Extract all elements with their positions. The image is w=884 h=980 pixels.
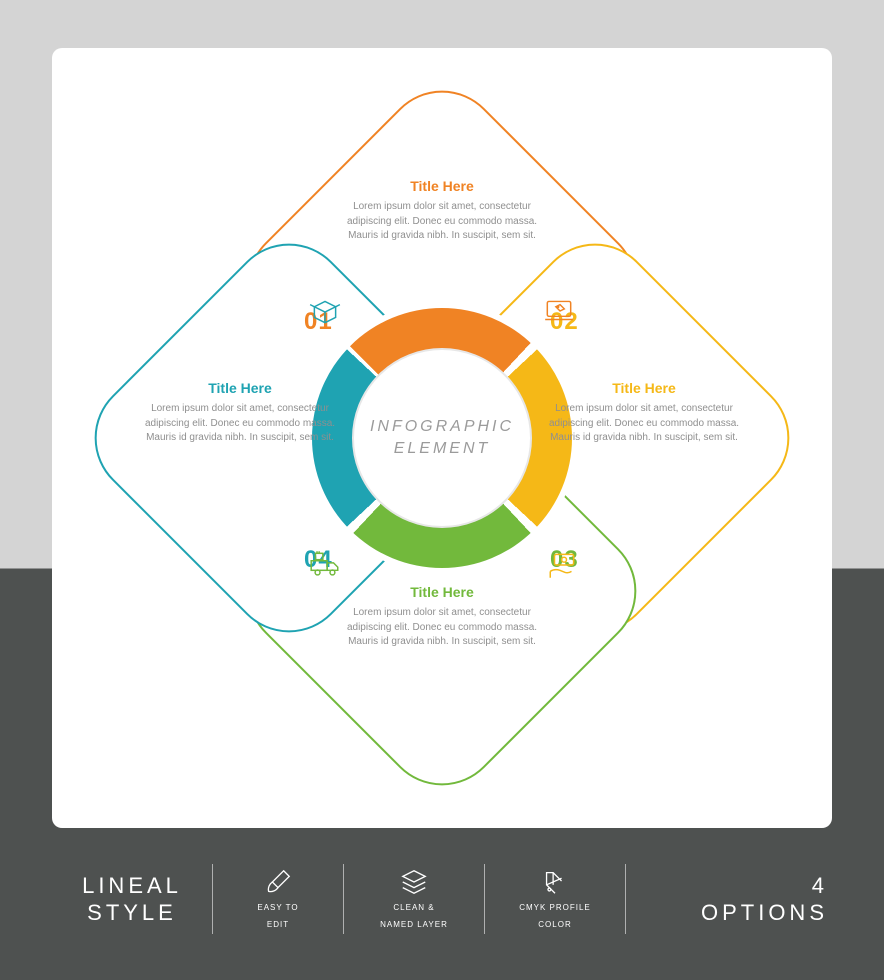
footer-item-color: CMYK PROFILE COLOR (485, 867, 625, 931)
footer-left-line1: LINEAL (82, 872, 182, 900)
segment-2-content: Title Here Lorem ipsum dolor sit amet, c… (534, 380, 754, 446)
footer-item-color-l1: CMYK PROFILE (519, 903, 591, 914)
brush-icon (263, 867, 293, 897)
footer-item-color-l2: COLOR (538, 920, 571, 931)
open-box-icon (308, 294, 342, 328)
footer-item-edit-l2: EDIT (267, 920, 289, 931)
footer-right-line2: OPTIONS (701, 899, 828, 927)
segment-1-content: Title Here Lorem ipsum dolor sit amet, c… (332, 178, 552, 244)
center-line1: INFOGRAPHIC (370, 416, 514, 438)
footer-left-line2: STYLE (87, 899, 177, 927)
footer: LINEAL STYLE EASY TO EDIT CLEAN & NAMED … (52, 844, 832, 954)
center-title: INFOGRAPHIC ELEMENT (370, 416, 514, 461)
diagram: INFOGRAPHIC ELEMENT Title Here Lorem ips… (122, 118, 762, 758)
segment-3-content: Title Here Lorem ipsum dolor sit amet, c… (332, 584, 552, 650)
footer-right: 4 OPTIONS (626, 872, 832, 927)
infographic-card: INFOGRAPHIC ELEMENT Title Here Lorem ips… (52, 48, 832, 828)
page: INFOGRAPHIC ELEMENT Title Here Lorem ips… (0, 0, 884, 980)
swatch-icon (540, 867, 570, 897)
segment-4-title: Title Here (130, 380, 350, 396)
segment-3-body: Lorem ipsum dolor sit amet, consectetur … (332, 606, 552, 650)
segment-4-content: Title Here Lorem ipsum dolor sit amet, c… (130, 380, 350, 446)
layers-icon (399, 867, 429, 897)
segment-4-body: Lorem ipsum dolor sit amet, consectetur … (130, 402, 350, 446)
footer-right-line1: 4 (812, 872, 828, 900)
footer-item-layer-l2: NAMED LAYER (380, 920, 448, 931)
laptop-tag-icon (542, 294, 576, 328)
segment-3-title: Title Here (332, 584, 552, 600)
segment-2-title: Title Here (534, 380, 754, 396)
footer-item-layer: CLEAN & NAMED LAYER (344, 867, 484, 931)
delivery-truck-icon (308, 548, 342, 582)
segment-2-body: Lorem ipsum dolor sit amet, consectetur … (534, 402, 754, 446)
footer-left: LINEAL STYLE (52, 872, 212, 927)
footer-item-edit: EASY TO EDIT (213, 867, 343, 931)
center-line2: ELEMENT (370, 438, 514, 460)
money-hand-icon (546, 548, 580, 582)
footer-item-edit-l1: EASY TO (257, 903, 298, 914)
segment-1-body: Lorem ipsum dolor sit amet, consectetur … (332, 200, 552, 244)
segment-1-title: Title Here (332, 178, 552, 194)
footer-item-layer-l1: CLEAN & (393, 903, 434, 914)
center-circle: INFOGRAPHIC ELEMENT (352, 348, 532, 528)
